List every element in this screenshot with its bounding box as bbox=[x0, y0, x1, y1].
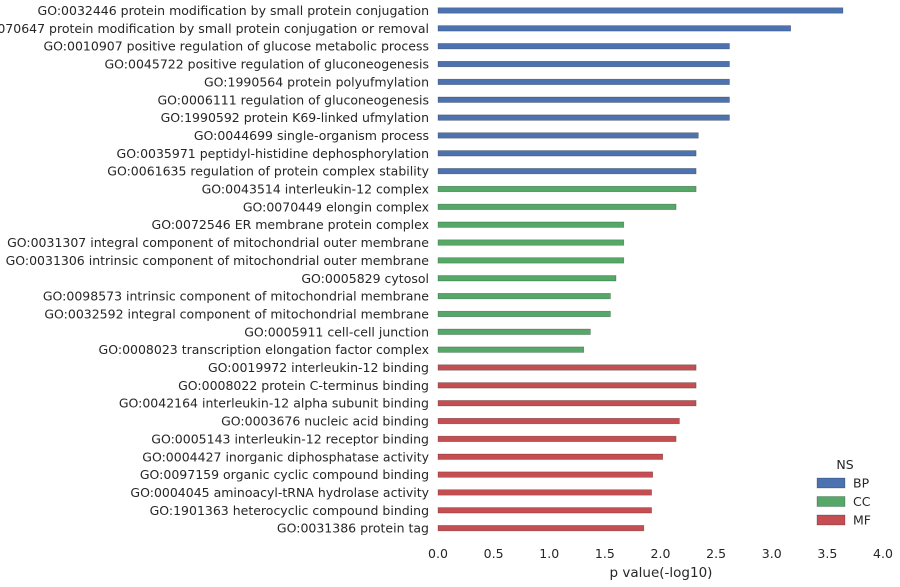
legend-swatch bbox=[816, 496, 846, 507]
category-label: GO:0070647 protein modification by small… bbox=[0, 21, 429, 36]
bar bbox=[437, 382, 697, 389]
x-tick-label: 1.0 bbox=[539, 546, 559, 561]
category-label: GO:0031386 protein tag bbox=[277, 521, 429, 536]
x-tick-label: 3.0 bbox=[762, 546, 782, 561]
bar bbox=[437, 96, 730, 103]
bar bbox=[437, 417, 680, 425]
bar bbox=[437, 150, 697, 157]
category-label: GO:0061635 regulation of protein complex… bbox=[107, 164, 429, 179]
bar bbox=[437, 400, 697, 407]
bar bbox=[437, 257, 625, 264]
bar bbox=[437, 78, 730, 85]
category-label: GO:1990592 protein K69-linked ufmylation bbox=[161, 110, 429, 125]
legend-title: NS bbox=[836, 457, 853, 472]
category-label: GO:0097159 organic cyclic compound bindi… bbox=[140, 467, 429, 482]
bar bbox=[437, 239, 625, 246]
category-label: GO:0005829 cytosol bbox=[301, 271, 429, 286]
category-label: GO:0031306 intrinsic component of mitoch… bbox=[6, 253, 430, 268]
category-label: GO:0042164 interleukin-12 alpha subunit … bbox=[119, 396, 429, 411]
bar bbox=[437, 435, 677, 442]
bar bbox=[437, 275, 617, 282]
category-label: GO:0032446 protein modification by small… bbox=[38, 3, 429, 18]
category-label: GO:0044699 single-organism process bbox=[194, 128, 429, 143]
bar bbox=[437, 132, 699, 139]
legend-label: MF bbox=[853, 513, 871, 528]
bar bbox=[437, 60, 730, 68]
legend-entries: BP CC MF bbox=[816, 476, 871, 528]
category-label: GO:0098573 intrinsic component of mitoch… bbox=[43, 289, 429, 304]
bar bbox=[437, 453, 664, 460]
bar bbox=[437, 310, 611, 318]
category-label: GO:0070449 elongin complex bbox=[243, 199, 429, 214]
bars-layer bbox=[437, 7, 844, 532]
category-label: GO:0006111 regulation of gluconeogenesis bbox=[158, 92, 430, 107]
category-label: GO:0005911 cell-cell junction bbox=[244, 324, 429, 339]
x-tick-label: 0.5 bbox=[484, 546, 504, 561]
category-label: GO:0008023 transcription elongation fact… bbox=[99, 342, 429, 357]
legend-swatch bbox=[816, 477, 846, 489]
bar bbox=[437, 489, 652, 496]
category-label: GO:0005143 interleukin-12 receptor bindi… bbox=[151, 431, 429, 446]
legend: NS BP CC MF bbox=[816, 457, 871, 528]
category-label: GO:0072546 ER membrane protein complex bbox=[152, 217, 429, 232]
x-axis-ticks: 0.0 0.5 1.0 1.5 2.0 2.5 3.0 3.5 4.0 bbox=[428, 546, 893, 561]
bar bbox=[437, 203, 677, 210]
legend-label: CC bbox=[853, 494, 871, 509]
bar bbox=[437, 43, 730, 50]
bar bbox=[437, 185, 697, 193]
bar bbox=[437, 7, 844, 14]
bar bbox=[437, 221, 625, 228]
bar bbox=[437, 114, 730, 121]
x-tick-label: 0.0 bbox=[428, 546, 448, 561]
category-label: GO:0019972 interleukin-12 binding bbox=[208, 360, 429, 375]
legend-label: BP bbox=[853, 476, 870, 491]
bar bbox=[437, 471, 654, 478]
bar bbox=[437, 25, 791, 32]
bar bbox=[437, 364, 697, 371]
category-label: GO:0003676 nucleic acid binding bbox=[221, 414, 429, 429]
category-label: GO:0004427 inorganic diphosphatase activ… bbox=[142, 449, 429, 464]
category-label: GO:0004045 aminoacyl-tRNA hydrolase acti… bbox=[130, 485, 429, 500]
bar bbox=[437, 293, 611, 300]
legend-swatch bbox=[816, 514, 846, 526]
bar bbox=[437, 346, 585, 353]
category-label: GO:1990564 protein polyufmylation bbox=[204, 74, 429, 89]
x-tick-label: 2.5 bbox=[706, 546, 726, 561]
category-label: GO:0008022 protein C-terminus binding bbox=[178, 378, 429, 393]
x-tick-label: 1.5 bbox=[595, 546, 615, 561]
bar bbox=[437, 328, 591, 335]
category-label: GO:0032592 integral component of mitocho… bbox=[44, 306, 429, 321]
bar bbox=[437, 525, 645, 532]
bar bbox=[437, 168, 697, 175]
x-tick-label: 2.0 bbox=[651, 546, 671, 561]
category-labels: GO:0032446 protein modification by small… bbox=[0, 3, 430, 536]
category-label: GO:0035971 peptidyl-histidine dephosphor… bbox=[117, 146, 429, 161]
bar bbox=[437, 507, 652, 514]
x-tick-label: 4.0 bbox=[873, 546, 893, 561]
category-label: GO:0045722 positive regulation of glucon… bbox=[105, 57, 430, 72]
x-axis-title: p value(-log10) bbox=[610, 565, 713, 581]
category-label: GO:0010907 positive regulation of glucos… bbox=[43, 39, 429, 54]
category-label: GO:0043514 interleukin-12 complex bbox=[202, 182, 429, 197]
x-tick-label: 3.5 bbox=[817, 546, 837, 561]
category-label: GO:0031307 integral component of mitocho… bbox=[7, 235, 429, 250]
category-label: GO:1901363 heterocyclic compound binding bbox=[150, 503, 429, 518]
